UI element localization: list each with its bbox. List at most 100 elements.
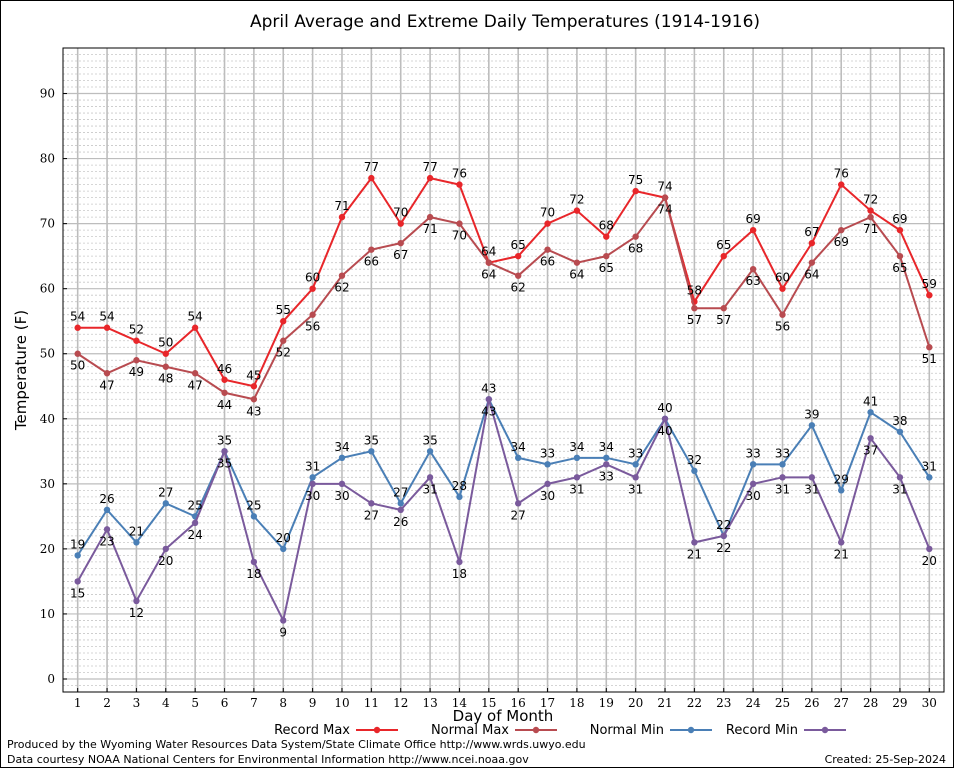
x-tick-label: 12 bbox=[393, 696, 408, 710]
x-tick-label: 30 bbox=[922, 696, 937, 710]
data-label-normal-min: 34 bbox=[569, 440, 584, 454]
data-label-record-min: 15 bbox=[70, 586, 85, 600]
data-label-normal-max: 50 bbox=[70, 359, 85, 373]
data-point-record-min bbox=[926, 545, 933, 553]
data-label-record-min: 31 bbox=[569, 482, 584, 496]
data-point-record-max bbox=[926, 291, 933, 299]
footer-data-courtesy: Data courtesy NOAA National Centers for … bbox=[7, 753, 529, 766]
data-point-normal-max bbox=[867, 213, 874, 221]
data-label-record-min: 31 bbox=[775, 482, 790, 496]
data-label-normal-max: 62 bbox=[511, 281, 526, 295]
data-point-record-max bbox=[544, 220, 551, 227]
x-tick-label: 26 bbox=[804, 696, 819, 710]
data-point-normal-max bbox=[926, 344, 933, 351]
data-label-record-min: 31 bbox=[422, 482, 437, 496]
data-point-normal-min bbox=[103, 506, 111, 514]
data-point-record-min bbox=[133, 597, 140, 605]
data-label-normal-max: 52 bbox=[276, 346, 291, 360]
data-label-record-max: 60 bbox=[305, 271, 320, 285]
data-label-normal-min: 25 bbox=[188, 498, 203, 512]
data-point-record-max bbox=[103, 324, 111, 331]
data-label-normal-max: 56 bbox=[775, 320, 790, 334]
data-label-normal-max: 57 bbox=[687, 313, 702, 327]
data-label-record-min: 30 bbox=[334, 489, 349, 503]
x-tick-label: 10 bbox=[334, 696, 349, 710]
data-point-record-max bbox=[632, 187, 639, 195]
data-point-record-min bbox=[632, 474, 639, 481]
data-label-normal-max: 57 bbox=[716, 313, 731, 327]
data-label-normal-min: 35 bbox=[217, 433, 232, 447]
data-point-record-min bbox=[867, 435, 874, 442]
data-label-record-max: 58 bbox=[687, 284, 702, 298]
x-tick-label: 14 bbox=[452, 696, 468, 710]
x-tick-label: 28 bbox=[863, 696, 878, 710]
data-point-normal-max bbox=[779, 311, 786, 318]
x-tick-label: 20 bbox=[628, 696, 643, 710]
data-label-normal-min: 33 bbox=[775, 446, 790, 460]
data-point-normal-max bbox=[338, 272, 346, 279]
data-point-record-max bbox=[456, 181, 463, 188]
y-tick-label: 90 bbox=[40, 87, 55, 101]
y-axis-label: Temperature (F) bbox=[12, 310, 30, 431]
series-line-record-min bbox=[76, 399, 931, 624]
data-label-normal-max: 64 bbox=[481, 268, 496, 282]
data-label-normal-min: 41 bbox=[863, 394, 878, 408]
data-label-record-min: 20 bbox=[922, 554, 937, 568]
data-point-normal-min bbox=[397, 500, 404, 507]
data-point-normal-min bbox=[867, 409, 874, 416]
data-point-normal-min bbox=[514, 454, 522, 462]
data-label-normal-max: 47 bbox=[188, 378, 203, 392]
data-label-normal-min: 25 bbox=[246, 498, 261, 512]
data-label-record-min: 20 bbox=[158, 554, 173, 568]
data-label-record-min: 31 bbox=[628, 482, 643, 496]
data-point-normal-min bbox=[133, 539, 140, 546]
data-label-normal-min: 33 bbox=[745, 446, 760, 460]
data-label-normal-max: 71 bbox=[422, 222, 437, 236]
data-point-normal-min bbox=[280, 545, 287, 553]
data-label-record-max: 65 bbox=[716, 238, 731, 252]
data-point-normal-max bbox=[397, 239, 404, 247]
data-label-record-max: 45 bbox=[246, 368, 261, 382]
y-tick-label: 60 bbox=[40, 282, 55, 296]
data-point-record-max bbox=[162, 350, 169, 357]
data-label-normal-max: 62 bbox=[334, 281, 349, 295]
data-point-normal-min bbox=[250, 513, 258, 520]
data-label-normal-max: 65 bbox=[599, 261, 614, 275]
x-tick-label: 16 bbox=[511, 696, 526, 710]
data-label-normal-min: 33 bbox=[540, 446, 555, 460]
data-point-record-min bbox=[661, 415, 669, 422]
x-tick-label: 15 bbox=[481, 696, 496, 710]
x-tick-label: 18 bbox=[569, 696, 584, 710]
x-tick-label: 22 bbox=[687, 696, 702, 710]
y-tick-label: 80 bbox=[40, 152, 55, 166]
data-point-record-max bbox=[603, 233, 610, 240]
data-label-normal-min: 29 bbox=[834, 472, 849, 486]
y-tick-label: 10 bbox=[40, 607, 55, 621]
x-tick-label: 2 bbox=[103, 696, 111, 710]
data-label-normal-max: 68 bbox=[628, 242, 643, 256]
data-label-record-max: 70 bbox=[393, 206, 408, 220]
data-label-record-max: 72 bbox=[863, 193, 878, 207]
data-point-record-min bbox=[456, 558, 463, 566]
data-label-normal-max: 67 bbox=[393, 248, 408, 262]
legend-label-record-max: Record Max bbox=[274, 723, 350, 738]
data-point-normal-max bbox=[133, 357, 140, 364]
data-label-record-min: 26 bbox=[393, 515, 408, 529]
data-point-normal-min bbox=[368, 448, 375, 455]
data-label-normal-max: 44 bbox=[217, 398, 232, 412]
data-point-record-max bbox=[191, 324, 199, 331]
data-label-record-min: 31 bbox=[892, 482, 907, 496]
data-point-normal-max bbox=[74, 350, 81, 357]
y-tick-label: 40 bbox=[40, 412, 55, 426]
data-point-normal-min bbox=[691, 467, 698, 475]
data-label-record-max: 64 bbox=[481, 245, 496, 259]
data-label-normal-max: 51 bbox=[922, 352, 937, 366]
data-point-normal-min bbox=[926, 474, 933, 481]
y-tick-label: 30 bbox=[40, 477, 55, 491]
x-tick-label: 29 bbox=[892, 696, 907, 710]
data-label-record-min: 37 bbox=[863, 443, 878, 457]
data-label-record-max: 54 bbox=[188, 310, 203, 324]
data-label-normal-min: 31 bbox=[305, 459, 320, 473]
data-point-normal-max bbox=[250, 396, 258, 403]
data-point-normal-max bbox=[838, 226, 845, 234]
